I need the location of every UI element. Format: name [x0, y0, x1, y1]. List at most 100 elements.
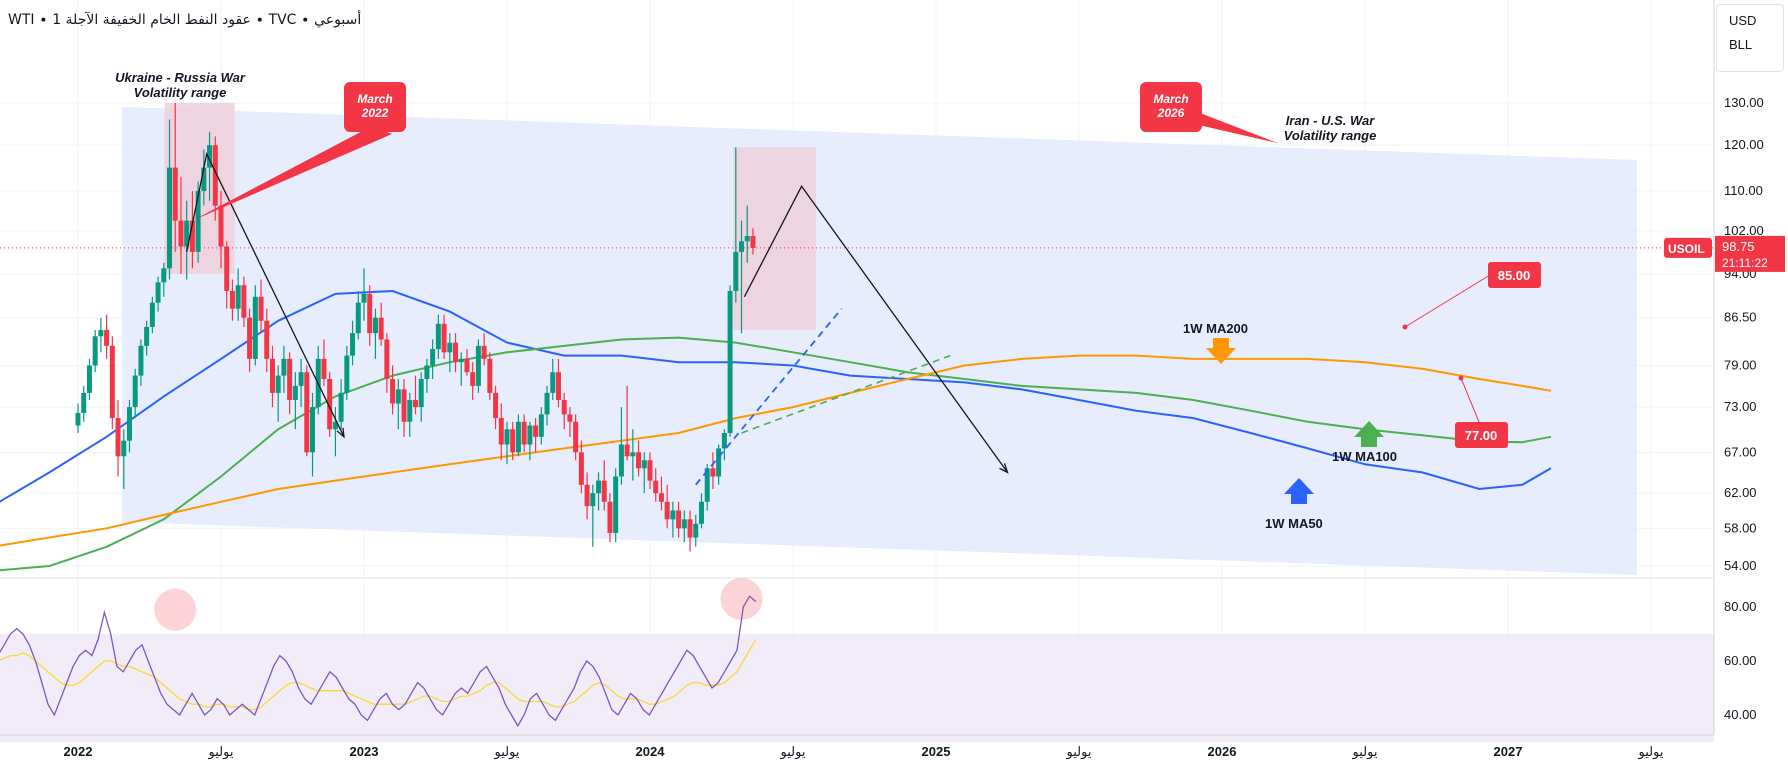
time-tick-label: 2026: [1208, 744, 1237, 759]
candle-body: [515, 421, 521, 453]
candle-body: [412, 399, 418, 408]
candle-body: [555, 372, 561, 400]
candle-body: [464, 358, 470, 373]
candle-body: [184, 220, 190, 247]
candle-body: [269, 358, 275, 393]
candle-body: [132, 375, 138, 408]
candle-body: [229, 290, 235, 309]
candle-body: [418, 379, 424, 408]
candle-body: [704, 468, 710, 502]
candle-body: [384, 339, 390, 380]
projection-arrowhead: [999, 463, 1009, 474]
candle-body: [721, 433, 727, 449]
candle-body: [653, 480, 659, 494]
candle-body: [538, 414, 544, 437]
time-tick-label: 2027: [1494, 744, 1523, 759]
price-badge-countdown: 21:11:22: [1722, 256, 1768, 270]
candle-body: [613, 476, 619, 533]
price-tick-label: 130.00: [1724, 95, 1764, 110]
target-85-dot: [1402, 324, 1408, 330]
candle-body: [630, 452, 636, 457]
moving-average-lines: [0, 289, 1552, 572]
candle-body: [698, 501, 704, 524]
candle-body: [424, 365, 430, 380]
candle-body: [252, 296, 258, 359]
candle-body: [618, 444, 624, 477]
candle-body: [121, 440, 127, 457]
ma100-label: 1W MA100: [1332, 449, 1397, 464]
candle-body: [86, 365, 92, 393]
candle-body: [664, 501, 670, 520]
candle-body: [292, 385, 298, 400]
candle-body: [453, 342, 459, 363]
candle-body: [601, 480, 607, 502]
price-tick-label: 73.00: [1724, 399, 1757, 414]
candle-body: [624, 444, 630, 457]
unit-selector[interactable]: USD BLL: [1716, 4, 1784, 72]
candle-body: [161, 268, 167, 283]
candle-body: [590, 493, 596, 507]
ma-line-ma50: [0, 289, 1552, 503]
candle-body: [189, 220, 195, 252]
callout-2022-box: [344, 82, 406, 132]
time-tick-label: يوليو: [1638, 744, 1664, 760]
time-tick-label: يوليو: [1066, 744, 1092, 760]
iran-projection-line: [743, 185, 1009, 473]
candle-body: [310, 407, 316, 453]
time-tick-label: يوليو: [780, 744, 806, 760]
rsi-pane: [0, 577, 1714, 742]
candle-body: [98, 330, 104, 337]
candle-body: [435, 323, 441, 350]
candle-body: [447, 342, 453, 353]
callout-2026-text: March 2026: [1153, 92, 1188, 120]
time-tick-label: يوليو: [208, 744, 234, 760]
rsi-tick-label: 60.00: [1724, 653, 1757, 668]
candle-body: [355, 302, 361, 334]
candle-body: [321, 358, 327, 380]
price-tick-label: 86.50: [1724, 310, 1757, 325]
candle-body: [670, 510, 676, 520]
candle-body: [207, 145, 213, 168]
chart-title: WTI ∙ 1 عقود النفط الخام الخفيفة الآجلة …: [8, 12, 362, 28]
candle-body: [493, 392, 499, 419]
target-77-box: [1455, 422, 1508, 448]
candle-body: [298, 372, 304, 386]
currency-unit[interactable]: USD: [1729, 13, 1757, 28]
candle-body: [510, 429, 516, 453]
candle-body: [378, 317, 384, 340]
symbol-badge: [1664, 237, 1712, 258]
candle-body: [104, 330, 110, 346]
candle-body: [744, 236, 750, 242]
candle-body: [367, 293, 373, 334]
candle-body: [578, 452, 584, 485]
rsi-tick-label: 40.00: [1724, 707, 1757, 722]
candle-body: [687, 519, 693, 538]
candle-body: [533, 425, 539, 437]
candle-body: [281, 358, 287, 376]
candle-body: [372, 317, 378, 334]
candle-body: [155, 282, 161, 303]
candle-body: [561, 399, 567, 415]
price-tick-label: 120.00: [1724, 137, 1764, 152]
callout-2022-pointer: [192, 126, 392, 221]
annotation-labels: Ukraine - Russia War Volatility range Iran…: [115, 70, 1541, 531]
ma100-projection: [741, 354, 951, 434]
candle-body: [178, 220, 184, 247]
candle-body: [338, 392, 344, 422]
price-tick-label: 79.00: [1724, 357, 1757, 372]
candle-body: [401, 389, 407, 422]
time-tick-label: 2023: [350, 744, 379, 759]
ma50-projection: [695, 308, 843, 486]
candle-body: [498, 418, 504, 445]
price-tick-label: 58.00: [1724, 520, 1757, 535]
ma200-arrow-icon: [1206, 338, 1236, 364]
candle-body: [195, 191, 201, 252]
projection-arrowhead: [336, 427, 345, 439]
volume-unit[interactable]: BLL: [1729, 37, 1753, 52]
candle-body: [75, 412, 81, 426]
candle-body: [504, 429, 510, 445]
candle-body: [247, 317, 253, 359]
rsi-line: [0, 595, 757, 728]
candle-body: [218, 205, 224, 247]
